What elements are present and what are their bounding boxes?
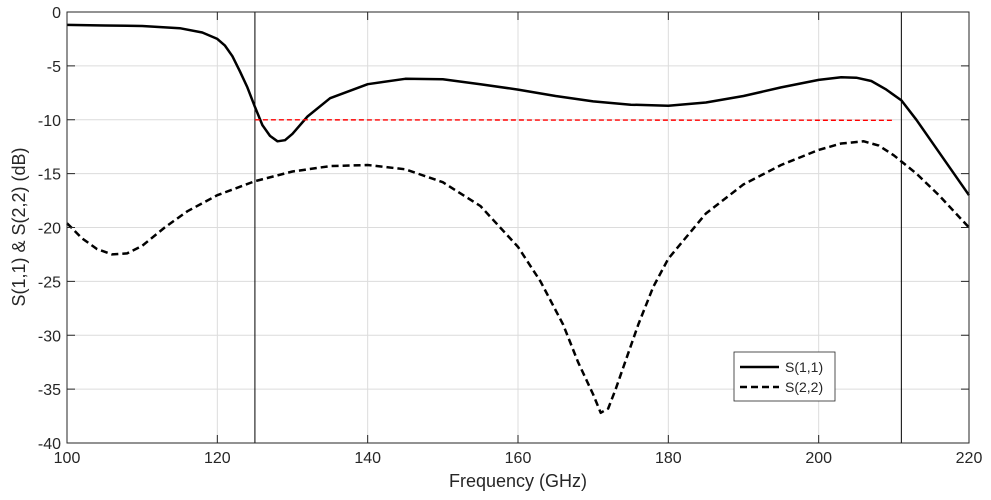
legend-label-s22: S(2,2)	[785, 379, 823, 395]
series-line-threshold	[254, 119, 894, 121]
y-tick-label: -30	[38, 328, 61, 345]
legend-label-s11: S(1,1)	[785, 359, 823, 375]
x-tick-label: 120	[204, 450, 231, 467]
x-tick-label: 200	[805, 450, 832, 467]
tick-layer: 100 120 140 160 180 200 220 0 -5 -10 -15 -20 -25 -30 -…	[38, 5, 983, 467]
y-tick-label: -5	[47, 59, 61, 76]
series-layer	[66, 23, 971, 415]
y-tick-label: -40	[38, 436, 61, 453]
y-tick-label: -35	[38, 382, 61, 399]
x-axis-title: Frequency (GHz)	[449, 471, 587, 491]
y-tick-label: -10	[38, 113, 61, 130]
x-tick-label: 140	[354, 450, 381, 467]
series-line-s11	[66, 23, 971, 196]
x-tick-label: 160	[505, 450, 532, 467]
y-tick-label: 0	[52, 5, 61, 22]
y-tick-label: -20	[38, 221, 61, 238]
series-line-s22	[66, 140, 970, 415]
y-tick-label: -25	[38, 274, 61, 291]
y-tick-label: -15	[38, 167, 61, 184]
marker-layer	[254, 12, 902, 443]
legend: S(1,1) S(2,2)	[733, 351, 836, 402]
legend-box	[733, 351, 836, 402]
x-tick-label: 100	[54, 450, 81, 467]
x-tick-label: 180	[655, 450, 682, 467]
x-tick-label: 220	[956, 450, 983, 467]
y-axis-title: S(1,1) & S(2,2) (dB)	[9, 147, 29, 306]
